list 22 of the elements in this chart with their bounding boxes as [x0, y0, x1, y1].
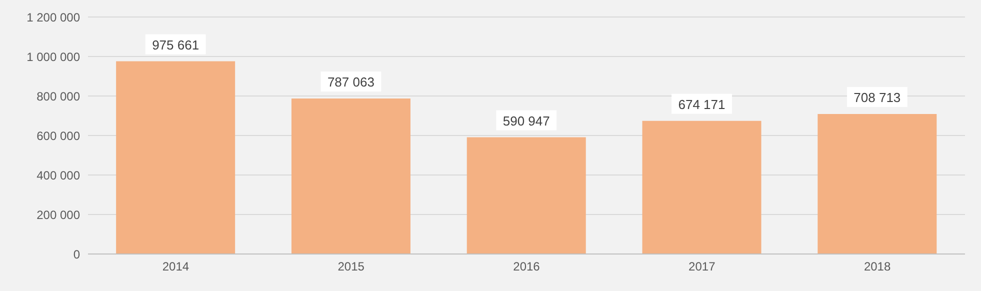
- x-tick-label: 2017: [688, 260, 716, 274]
- x-tick-label: 2015: [338, 260, 365, 274]
- y-tick-label: 200 000: [36, 208, 80, 222]
- data-label: 708 713: [854, 90, 901, 106]
- bar: [642, 120, 762, 254]
- y-tick-label: 1 000 000: [26, 50, 80, 64]
- y-tick-label: 600 000: [36, 128, 80, 143]
- bar: [116, 61, 236, 254]
- x-tick-label: 2016: [513, 260, 540, 274]
- y-tick-label: 1 200 000: [26, 10, 80, 24]
- bar: [818, 114, 937, 254]
- x-tick-label: 2018: [864, 260, 891, 274]
- data-label: 674 171: [678, 96, 726, 112]
- y-tick-label: 400 000: [36, 168, 80, 182]
- bar: [466, 137, 586, 254]
- bar: [291, 98, 410, 254]
- data-label: 787 063: [327, 74, 374, 90]
- y-tick-label: 0: [73, 247, 80, 262]
- data-label: 590 947: [502, 113, 550, 128]
- data-label: 975 661: [152, 37, 200, 52]
- x-tick-label: 2014: [162, 260, 190, 274]
- y-tick-label: 800 000: [36, 89, 80, 104]
